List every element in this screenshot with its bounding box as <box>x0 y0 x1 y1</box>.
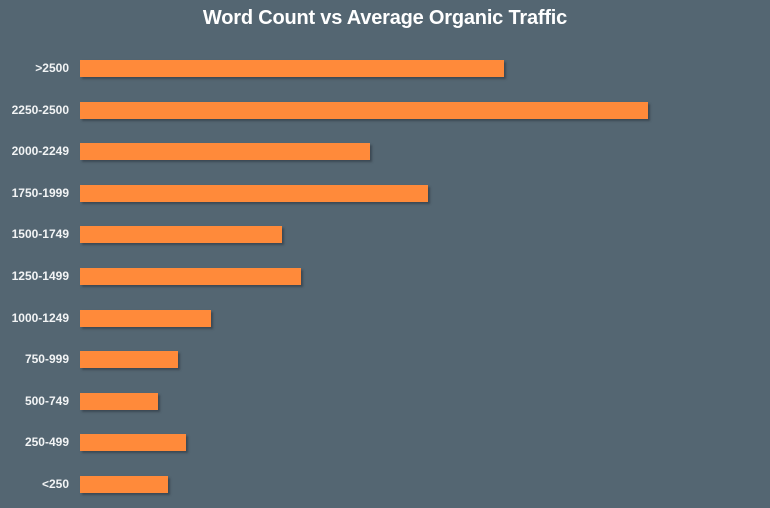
category-label: >2500 <box>35 61 69 75</box>
bar <box>80 309 211 327</box>
bar-row: 1750-1999 <box>0 184 770 202</box>
category-label: 1250-1499 <box>11 269 69 283</box>
bar <box>80 226 282 244</box>
bar-row: <250 <box>0 476 770 493</box>
category-label: 2000-2249 <box>11 144 69 159</box>
bar <box>80 392 158 410</box>
bar-row: 2250-2500 <box>0 101 770 119</box>
category-label: 750-999 <box>24 352 69 367</box>
bar <box>80 184 428 202</box>
bar-row: >2500 <box>0 60 770 77</box>
category-label: 1750-1999 <box>11 185 69 200</box>
bar-row: 1250-1499 <box>0 268 770 285</box>
bar <box>80 143 370 161</box>
chart-title: Word Count vs Average Organic Traffic <box>202 7 568 29</box>
category-label: 250-499 <box>24 435 69 450</box>
bar <box>80 60 504 77</box>
category-label: 2250-2500 <box>11 102 69 117</box>
bar-row: 2000-2249 <box>0 143 770 161</box>
bar-row: 250-499 <box>0 434 770 452</box>
bar <box>80 476 168 493</box>
bar <box>80 434 186 452</box>
category-label: 500-749 <box>24 393 69 408</box>
bar-row: 1500-1749 <box>0 226 770 244</box>
bar <box>80 268 301 285</box>
category-label: 1500-1749 <box>11 227 69 242</box>
bar-row: 500-749 <box>0 392 770 410</box>
category-label: 1000-1249 <box>11 310 69 325</box>
category-label: <250 <box>41 477 69 491</box>
bar-row: 750-999 <box>0 351 770 369</box>
bar <box>80 101 648 119</box>
bar-row: 1000-1249 <box>0 309 770 327</box>
bar <box>80 351 178 369</box>
